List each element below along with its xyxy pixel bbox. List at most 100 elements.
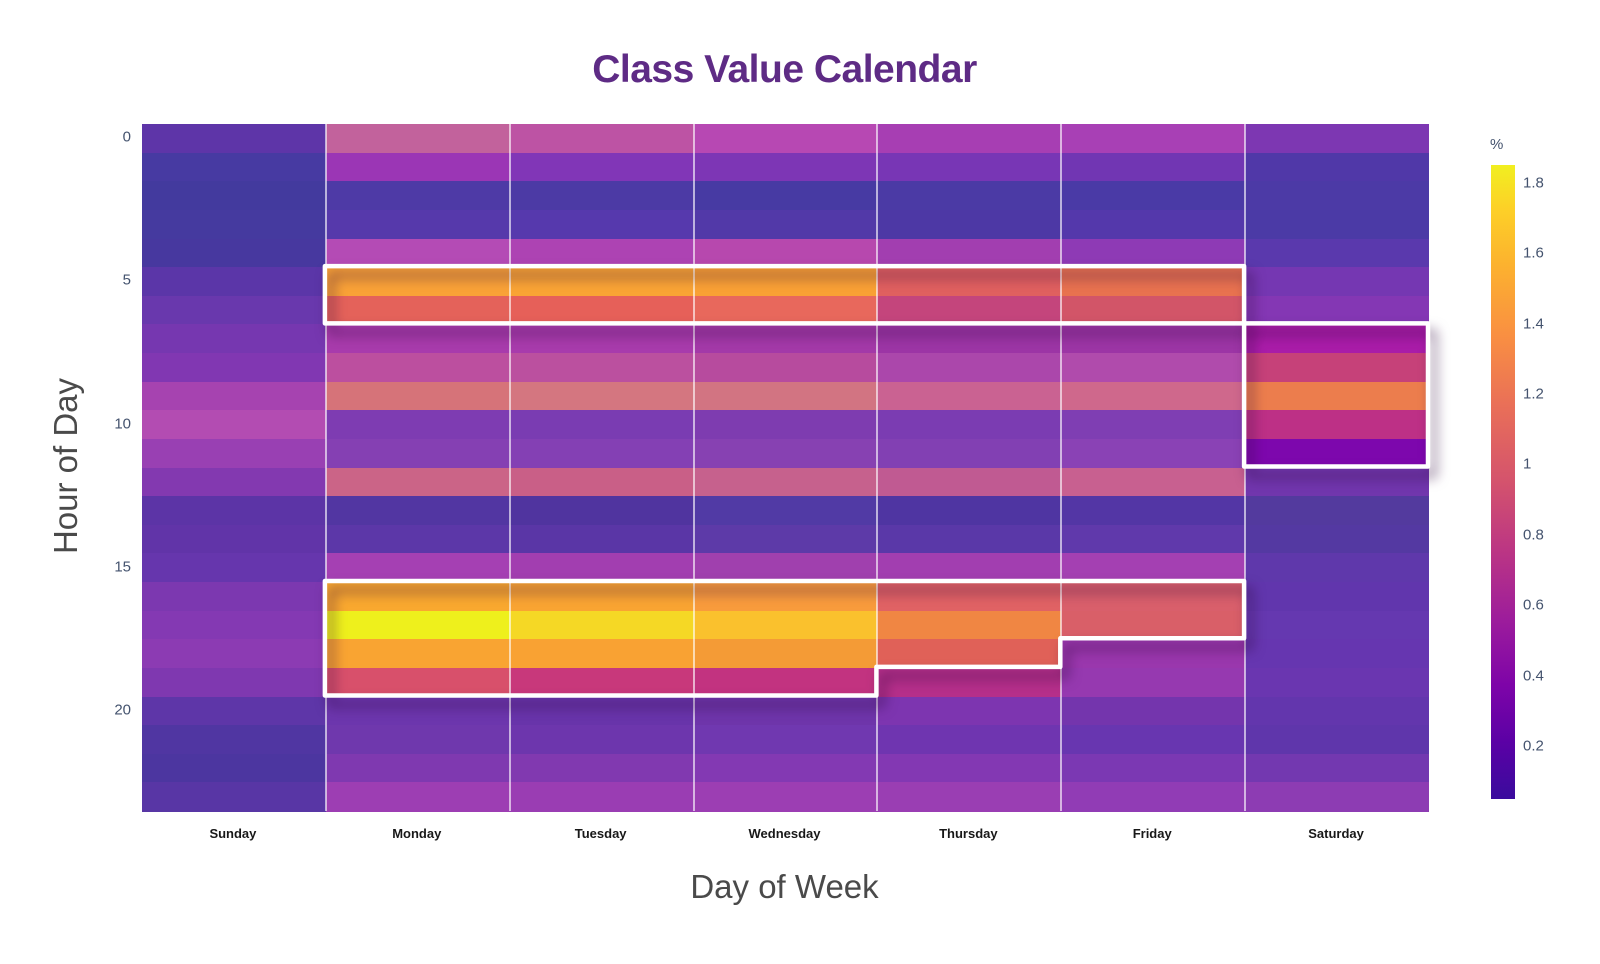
- heatmap-cell[interactable]: [1245, 553, 1429, 583]
- heatmap-cell[interactable]: [142, 782, 326, 812]
- heatmap-cell[interactable]: [877, 553, 1062, 583]
- heatmap-cell[interactable]: [1245, 582, 1429, 612]
- heatmap-cell[interactable]: [142, 438, 326, 468]
- heatmap-cell[interactable]: [325, 181, 510, 211]
- heatmap-cell[interactable]: [693, 582, 878, 612]
- heatmap-cell[interactable]: [325, 438, 510, 468]
- heatmap-cell[interactable]: [325, 696, 510, 726]
- heatmap-cell[interactable]: [693, 295, 878, 325]
- heatmap-cell[interactable]: [1061, 295, 1246, 325]
- heatmap-cell[interactable]: [693, 267, 878, 297]
- heatmap-cell[interactable]: [693, 610, 878, 640]
- heatmap-cell[interactable]: [693, 524, 878, 554]
- heatmap-cell[interactable]: [693, 438, 878, 468]
- heatmap-cell[interactable]: [1061, 238, 1246, 268]
- heatmap-cell[interactable]: [325, 410, 510, 440]
- heatmap-cell[interactable]: [693, 667, 878, 697]
- heatmap-cell[interactable]: [1245, 209, 1429, 239]
- heatmap-cell[interactable]: [325, 725, 510, 755]
- heatmap-cell[interactable]: [877, 124, 1062, 154]
- heatmap-cell[interactable]: [1061, 553, 1246, 583]
- heatmap-cell[interactable]: [509, 267, 694, 297]
- heatmap-cell[interactable]: [1061, 696, 1246, 726]
- heatmap-cell[interactable]: [142, 696, 326, 726]
- heatmap-cell[interactable]: [509, 410, 694, 440]
- heatmap-cell[interactable]: [693, 238, 878, 268]
- heatmap-cell[interactable]: [509, 582, 694, 612]
- heatmap-cell[interactable]: [142, 381, 326, 411]
- heatmap-cell[interactable]: [877, 725, 1062, 755]
- heatmap-cell[interactable]: [693, 353, 878, 383]
- heatmap-cell[interactable]: [877, 467, 1062, 497]
- heatmap-cell[interactable]: [1061, 209, 1246, 239]
- heatmap-cell[interactable]: [142, 496, 326, 526]
- heatmap-cell[interactable]: [877, 209, 1062, 239]
- heatmap-cell[interactable]: [1245, 238, 1429, 268]
- heatmap-cell[interactable]: [693, 152, 878, 182]
- heatmap-cell[interactable]: [1245, 610, 1429, 640]
- heatmap-cell[interactable]: [509, 667, 694, 697]
- heatmap-cell[interactable]: [877, 410, 1062, 440]
- heatmap-cell[interactable]: [509, 381, 694, 411]
- heatmap-cell[interactable]: [509, 753, 694, 783]
- heatmap-cell[interactable]: [1061, 667, 1246, 697]
- heatmap-cell[interactable]: [1061, 782, 1246, 812]
- heatmap-cell[interactable]: [509, 353, 694, 383]
- heatmap-cell[interactable]: [509, 725, 694, 755]
- heatmap-cell[interactable]: [142, 753, 326, 783]
- heatmap-cell[interactable]: [1245, 753, 1429, 783]
- heatmap-cell[interactable]: [1245, 324, 1429, 354]
- heatmap-cell[interactable]: [509, 324, 694, 354]
- heatmap-cell[interactable]: [325, 267, 510, 297]
- heatmap-cell[interactable]: [1245, 496, 1429, 526]
- heatmap-cell[interactable]: [1061, 410, 1246, 440]
- heatmap-cell[interactable]: [877, 582, 1062, 612]
- heatmap-cell[interactable]: [142, 353, 326, 383]
- heatmap-cell[interactable]: [877, 496, 1062, 526]
- heatmap-cell[interactable]: [509, 295, 694, 325]
- heatmap-cell[interactable]: [1061, 353, 1246, 383]
- heatmap-cell[interactable]: [142, 553, 326, 583]
- heatmap-cell[interactable]: [1061, 438, 1246, 468]
- heatmap-cell[interactable]: [509, 238, 694, 268]
- heatmap-cell[interactable]: [325, 295, 510, 325]
- heatmap-cell[interactable]: [509, 782, 694, 812]
- heatmap-cell[interactable]: [325, 753, 510, 783]
- heatmap-cell[interactable]: [142, 238, 326, 268]
- heatmap-cell[interactable]: [142, 725, 326, 755]
- heatmap-cell[interactable]: [1061, 381, 1246, 411]
- heatmap-cell[interactable]: [877, 782, 1062, 812]
- heatmap-cell[interactable]: [1061, 725, 1246, 755]
- heatmap-cell[interactable]: [509, 639, 694, 669]
- heatmap-cell[interactable]: [877, 238, 1062, 268]
- heatmap-cell[interactable]: [142, 295, 326, 325]
- heatmap-cell[interactable]: [1245, 410, 1429, 440]
- heatmap-cell[interactable]: [325, 381, 510, 411]
- heatmap-cell[interactable]: [509, 610, 694, 640]
- heatmap-cell[interactable]: [693, 124, 878, 154]
- heatmap-cell[interactable]: [325, 238, 510, 268]
- heatmap-cell[interactable]: [693, 639, 878, 669]
- heatmap-cell[interactable]: [509, 524, 694, 554]
- heatmap-cell[interactable]: [509, 496, 694, 526]
- heatmap-cell[interactable]: [877, 381, 1062, 411]
- heatmap-cell[interactable]: [1061, 753, 1246, 783]
- heatmap-cell[interactable]: [325, 209, 510, 239]
- heatmap-cell[interactable]: [142, 181, 326, 211]
- heatmap-cell[interactable]: [1061, 324, 1246, 354]
- heatmap-cell[interactable]: [1245, 524, 1429, 554]
- heatmap-plot-area[interactable]: [141, 123, 1430, 812]
- heatmap-cell[interactable]: [325, 667, 510, 697]
- heatmap-cell[interactable]: [142, 524, 326, 554]
- heatmap-cell[interactable]: [693, 181, 878, 211]
- heatmap-cell[interactable]: [693, 209, 878, 239]
- heatmap-cell[interactable]: [877, 353, 1062, 383]
- heatmap-cell[interactable]: [325, 467, 510, 497]
- heatmap-cell[interactable]: [877, 267, 1062, 297]
- heatmap-cell[interactable]: [142, 667, 326, 697]
- heatmap-cell[interactable]: [1061, 467, 1246, 497]
- heatmap-cell[interactable]: [142, 582, 326, 612]
- heatmap-cell[interactable]: [1061, 181, 1246, 211]
- heatmap-cell[interactable]: [142, 639, 326, 669]
- heatmap-cell[interactable]: [693, 753, 878, 783]
